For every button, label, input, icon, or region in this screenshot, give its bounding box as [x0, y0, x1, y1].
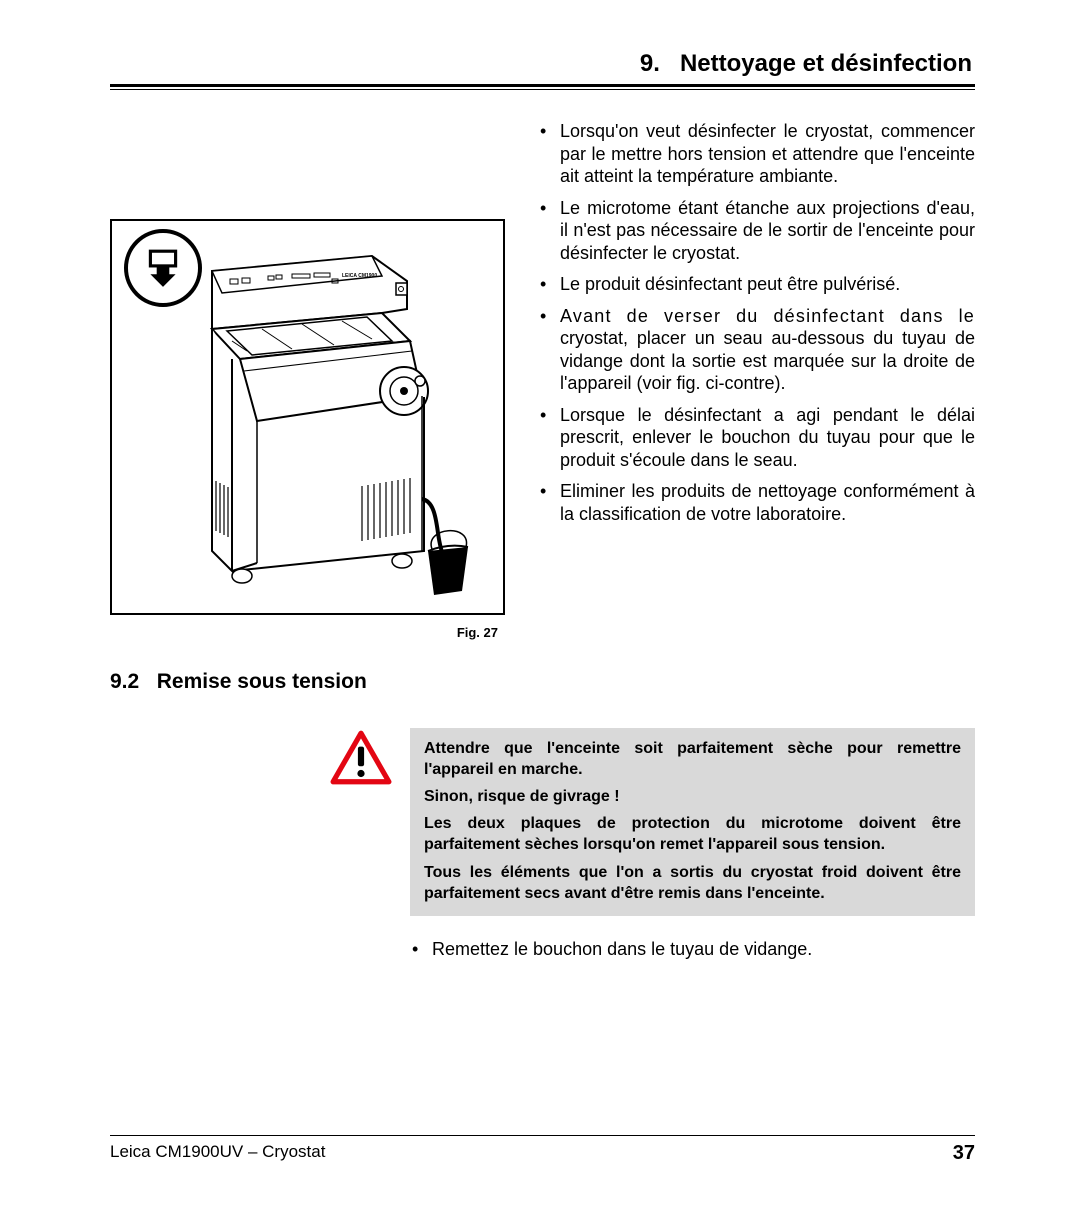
cryostat-illustration: LEICA CM1900 — [172, 251, 482, 611]
svg-text:LEICA CM1900: LEICA CM1900 — [342, 273, 377, 279]
footer-page-number: 37 — [953, 1142, 975, 1165]
bullet-item: Avant de verser du désinfectant dans le … — [538, 305, 975, 395]
footer-product: Leica CM1900UV – Cryostat — [110, 1142, 325, 1165]
main-content-row: LEICA CM1900 — [110, 114, 975, 640]
figure-caption: Fig. 27 — [110, 625, 520, 640]
subsection-number: 9.2 — [110, 670, 139, 693]
after-warning-list: Remettez le bouchon dans le tuyau de vid… — [410, 938, 975, 961]
warning-text: Attendre que l'enceinte soit parfaitemen… — [424, 738, 961, 780]
header-rule-thick — [110, 84, 975, 87]
warning-box: Attendre que l'enceinte soit parfaitemen… — [410, 728, 975, 916]
figure-column: LEICA CM1900 — [110, 114, 520, 640]
warning-text: Sinon, risque de givrage ! — [424, 786, 961, 807]
instruction-list: Lorsqu'on veut désinfecter le cryostat, … — [538, 120, 975, 525]
chapter-title: 9. Nettoyage et désinfection — [110, 50, 975, 84]
bullet-item: Remettez le bouchon dans le tuyau de vid… — [410, 938, 975, 961]
warning-row: Attendre que l'enceinte soit parfaitemen… — [330, 728, 975, 916]
header-rule-thin — [110, 89, 975, 90]
footer-rule — [110, 1135, 975, 1136]
subsection-title: Remise sous tension — [157, 670, 367, 693]
bullets-column: Lorsqu'on veut désinfecter le cryostat, … — [538, 114, 975, 640]
bullet-item: Lorsque le désinfectant a agi pendant le… — [538, 404, 975, 472]
bullet-item: Lorsqu'on veut désinfecter le cryostat, … — [538, 120, 975, 188]
bullet-item: Le microtome étant étanche aux projectio… — [538, 197, 975, 265]
warning-text: Les deux plaques de protection du microt… — [424, 813, 961, 855]
page-footer: Leica CM1900UV – Cryostat 37 — [110, 1135, 975, 1165]
chapter-name: Nettoyage et désinfection — [680, 50, 972, 77]
bullet-item: Eliminer les produits de nettoyage confo… — [538, 480, 975, 525]
bullet-item: Le produit désinfectant peut être pulvér… — [538, 273, 975, 296]
warning-text: Tous les éléments que l'on a sortis du c… — [424, 862, 961, 904]
subsection-heading: 9.2 Remise sous tension — [110, 670, 975, 694]
figure-box: LEICA CM1900 — [110, 219, 505, 615]
chapter-number: 9. — [640, 50, 660, 77]
warning-triangle-icon — [330, 728, 392, 916]
